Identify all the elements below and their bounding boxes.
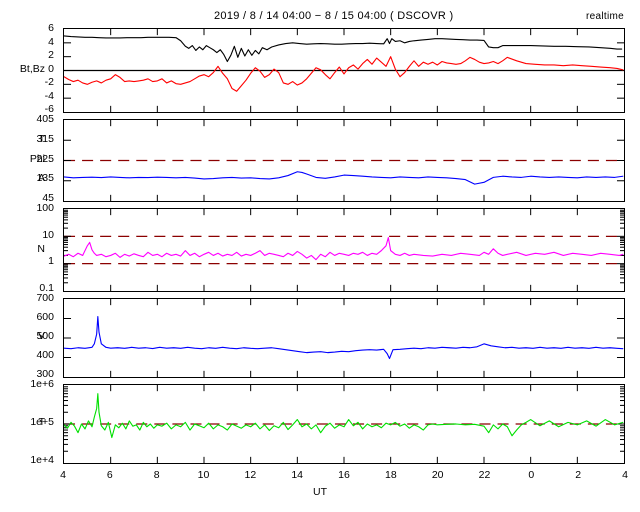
y-tick-label: 500	[36, 330, 54, 342]
axis-name-label: Phi	[29, 152, 45, 165]
y-tick-label: 100	[36, 202, 54, 214]
proton-density-plot	[64, 209, 624, 291]
x-tick-label: 10	[197, 469, 210, 481]
x-tick-label: 2	[575, 469, 582, 481]
x-tick-label: 22	[478, 469, 491, 481]
solar-wind-speed-plot	[64, 299, 624, 377]
x-axis-title: UT	[313, 486, 327, 498]
y-tick-label: -2	[44, 76, 54, 88]
axis-name-label: A	[37, 172, 45, 185]
y-tick-label: 405	[36, 113, 54, 125]
axis-name-label: Bt,Bz	[19, 62, 45, 75]
x-tick-label: 4	[60, 469, 66, 481]
axis-name-label: V	[37, 330, 45, 342]
y-tick-label: 300	[36, 368, 54, 380]
panel-phi-theta-angle[interactable]	[63, 119, 625, 202]
y-tick-label: -6	[44, 103, 54, 115]
panel-solar-wind-speed[interactable]	[63, 298, 625, 378]
y-tick-label: 700	[36, 292, 54, 304]
y-tick-label: 1e+4	[30, 454, 54, 466]
y-tick-label: 0	[48, 62, 54, 75]
proton-temperature-plot	[64, 385, 624, 463]
y-tick-label: 4	[48, 35, 54, 48]
axis-name-label: T	[38, 132, 45, 145]
y-tick-label: 1	[48, 255, 54, 268]
x-tick-label: 0	[528, 469, 535, 481]
x-tick-label: 8	[153, 469, 160, 481]
x-tick-label: 4	[622, 469, 628, 481]
panel-proton-density[interactable]	[63, 208, 625, 292]
x-tick-label: 12	[244, 469, 257, 481]
y-tick-label: 600	[36, 311, 54, 323]
realtime-status-label: realtime	[586, 11, 624, 22]
y-tick-label: 2	[48, 49, 54, 61]
y-tick-label: 1e+6	[30, 378, 54, 390]
phi-theta-plot	[64, 120, 624, 201]
x-tick-label: 18	[384, 469, 397, 481]
y-tick-label: 225	[36, 152, 54, 165]
y-tick-label: 315	[36, 132, 54, 145]
y-tick-label: 10	[42, 228, 54, 241]
page-title: 2019 / 8 / 14 04:00 − 8 / 15 04:00 ( DSC…	[214, 10, 454, 22]
axis-name-label: N	[37, 242, 45, 255]
panel-magnetic-field[interactable]	[63, 28, 625, 113]
y-tick-label: -4	[44, 89, 54, 102]
magnetic-field-plot	[64, 29, 624, 112]
axis-name-label: T	[38, 416, 45, 428]
x-tick-label: 16	[338, 469, 350, 481]
panel-proton-temperature[interactable]	[63, 384, 625, 464]
y-tick-label: 45	[42, 192, 54, 204]
x-tick-label: 6	[106, 469, 113, 481]
y-tick-label: 0.1	[39, 282, 54, 294]
y-tick-label: 1e+5	[30, 416, 54, 428]
y-tick-label: 6	[48, 22, 54, 34]
y-tick-label: 135	[36, 172, 54, 185]
x-tick-label: 14	[291, 469, 303, 481]
x-tick-label: 20	[431, 469, 444, 481]
y-tick-label: 400	[36, 349, 54, 361]
